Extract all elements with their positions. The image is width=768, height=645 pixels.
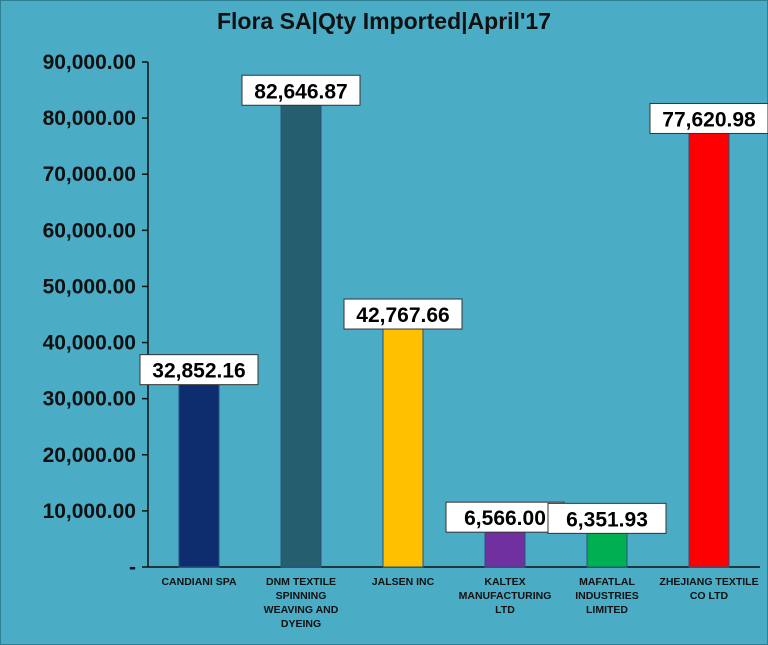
bars (178, 102, 730, 568)
y-tick-label: 50,000.00 (43, 275, 136, 298)
y-tick-label: 30,000.00 (43, 388, 136, 411)
data-label: 32,852.16 (152, 360, 245, 383)
data-label-box (445, 501, 565, 533)
bar (586, 530, 628, 568)
bar (382, 326, 424, 568)
x-tick-label: CANDIANI SPA (161, 576, 236, 588)
data-label: 82,646.87 (254, 80, 347, 103)
data-label-box (241, 74, 361, 106)
y-tick-label: 80,000.00 (43, 107, 136, 130)
data-label: 6,351.93 (566, 508, 648, 531)
x-tick-label: KALTEX MANUFACTURING LTD (459, 576, 552, 616)
data-label: 77,620.98 (662, 108, 756, 131)
chart-title: Flora SA|Qty Imported|April'17 (216, 8, 551, 34)
x-tick-label: DNM TEXTILE SPINNING WEAVING AND DYEING (264, 576, 339, 630)
data-label: 42,767.66 (356, 304, 449, 327)
x-axis-labels: CANDIANI SPA DNM TEXTILE SPINNING WEAVING A… (161, 576, 758, 630)
x-tick-label: ZHEJIANG TEXTILE CO LTD (659, 576, 758, 602)
bar (178, 382, 220, 568)
y-tick-label: 20,000.00 (43, 444, 136, 467)
data-labels: 32,852.16 82,646.87 42,767.66 6,566.00 6,351… (139, 74, 768, 534)
bar (688, 130, 730, 568)
data-label-box (139, 354, 259, 386)
data-label-box (649, 102, 768, 134)
bar (280, 102, 322, 568)
x-tick-label: MAFATLAL INDUSTRIES LIMITED (575, 576, 639, 616)
y-tick-label: - (129, 556, 136, 579)
y-tick-label: 90,000.00 (43, 51, 136, 74)
y-tick-label: 60,000.00 (43, 219, 136, 242)
y-tick-label: 10,000.00 (43, 500, 136, 523)
y-tick-label: 40,000.00 (43, 332, 136, 355)
data-label-box (343, 298, 463, 330)
x-tick-label: JALSEN INC (372, 576, 435, 588)
data-label: 6,566.00 (464, 507, 546, 530)
data-label-box (547, 502, 667, 534)
y-tick-label: 70,000.00 (43, 163, 136, 186)
bar (484, 529, 526, 568)
y-axis-ticks: - 10,000.00 20,000.00 30,000.00 40,000.00 50,… (43, 51, 148, 579)
